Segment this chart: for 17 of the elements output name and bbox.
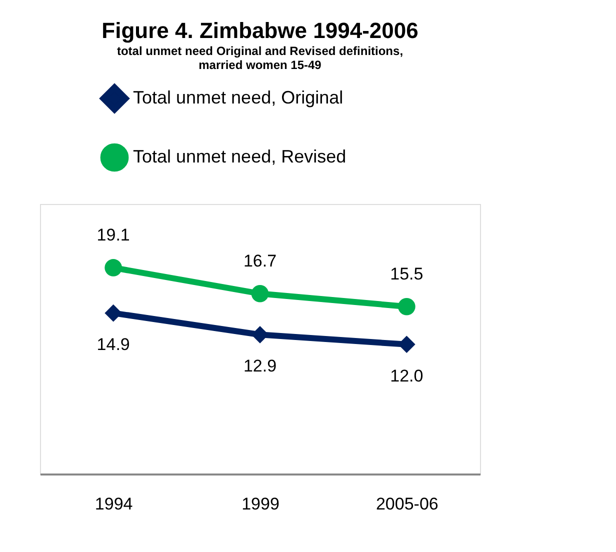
data-label: 12.0: [390, 366, 424, 386]
point: [104, 304, 122, 322]
data-label: 12.9: [243, 356, 277, 376]
chart-title: Figure 4. Zimbabwe 1994-2006: [102, 18, 418, 43]
point: [251, 284, 269, 302]
data-label: 19.1: [96, 226, 130, 245]
data-label: 16.7: [243, 252, 277, 271]
point: [104, 259, 122, 276]
legend-label: Total unmet need, Original: [133, 88, 344, 108]
legend-label: Total unmet need, Revised: [133, 146, 346, 166]
x-tick-label: 1999: [242, 494, 280, 514]
x-tick-label: 2005-06: [376, 494, 438, 514]
data-label: 15.5: [390, 264, 424, 284]
x-tick-label: 1994: [94, 494, 133, 514]
data-label: 14.9: [96, 335, 130, 354]
point: [398, 298, 416, 316]
chart-subtitle: total unmet need Original and Revised definitions, married women 15-49: [116, 44, 404, 72]
